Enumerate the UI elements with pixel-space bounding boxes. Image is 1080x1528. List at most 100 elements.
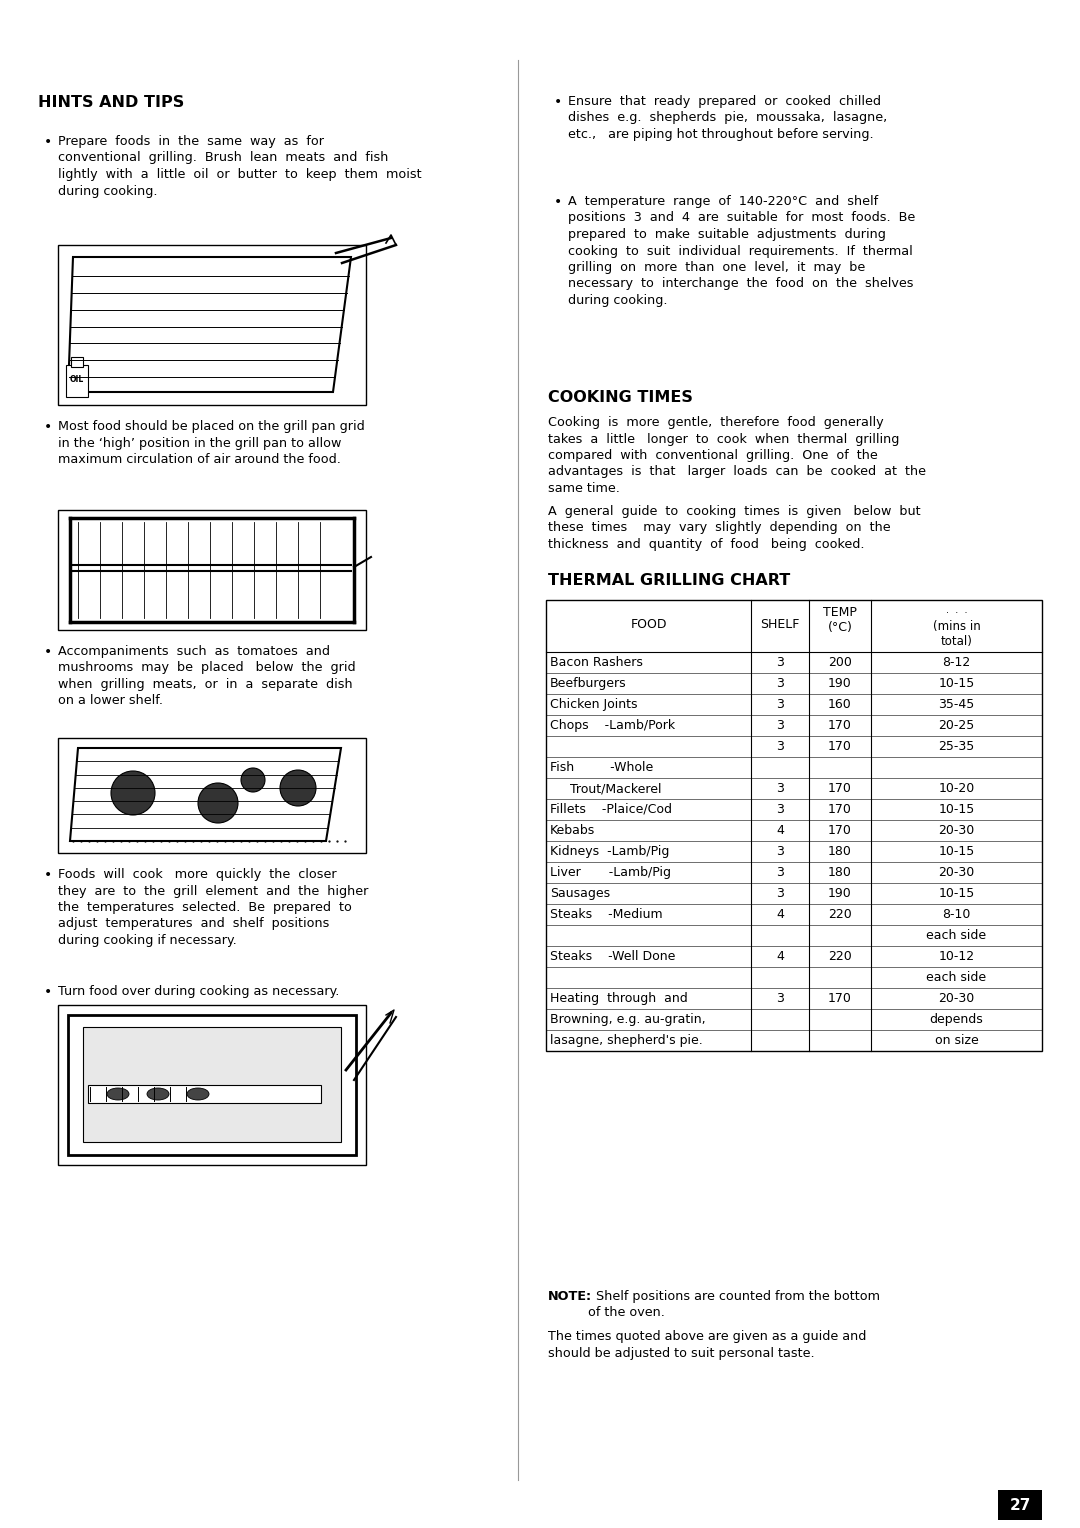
Text: lasagne, shepherd's pie.: lasagne, shepherd's pie. [550,1034,703,1047]
Text: 3: 3 [777,677,784,691]
Text: ·  ·  ·: · · · [946,608,968,617]
Text: Kebabs: Kebabs [550,824,595,837]
Text: 4: 4 [777,950,784,963]
Text: Chicken Joints: Chicken Joints [550,698,637,711]
Text: on size: on size [934,1034,978,1047]
Text: depends: depends [930,1013,984,1025]
Text: 10-15: 10-15 [939,886,974,900]
Bar [68,1015,356,1155]
Bar [58,244,366,405]
Ellipse shape [107,1088,129,1100]
Text: FOOD: FOOD [631,617,666,631]
Text: 3: 3 [777,804,784,816]
Text: 35-45: 35-45 [939,698,974,711]
Text: Ensure  that  ready  prepared  or  cooked  chilled
dishes  e.g.  shepherds  pie,: Ensure that ready prepared or cooked chi… [568,95,888,141]
Bar [546,601,1042,1051]
Text: each side: each side [927,970,986,984]
Text: NOTE:: NOTE: [548,1290,592,1303]
Text: 8-12: 8-12 [943,656,971,669]
Circle shape [111,772,156,814]
Text: 170: 170 [828,782,852,795]
Text: •: • [44,420,52,434]
Text: Shelf positions are counted from the bottom
of the oven.: Shelf positions are counted from the bot… [588,1290,880,1320]
Text: 25-35: 25-35 [939,740,974,753]
Text: Liver       -Lamb/Pig: Liver -Lamb/Pig [550,866,671,879]
Text: Prepare  foods  in  the  same  way  as  for
conventional  grilling.  Brush  lean: Prepare foods in the same way as for con… [58,134,421,197]
Text: 27: 27 [1010,1497,1030,1513]
Text: Heating  through  and: Heating through and [550,992,688,1005]
Text: OIL: OIL [70,374,84,384]
Text: 190: 190 [828,677,852,691]
Text: each side: each side [927,929,986,941]
Text: 170: 170 [828,804,852,816]
Text: THERMAL GRILLING CHART: THERMAL GRILLING CHART [548,573,791,588]
Text: 4: 4 [777,908,784,921]
Bar [83,1027,341,1141]
Ellipse shape [187,1088,210,1100]
Bar [58,1005,366,1164]
Text: 170: 170 [828,824,852,837]
Text: HINTS AND TIPS: HINTS AND TIPS [38,95,185,110]
Text: •: • [554,95,563,108]
Text: TEMP
(°C): TEMP (°C) [823,605,856,634]
Text: Kidneys  -Lamb/Pig: Kidneys -Lamb/Pig [550,845,670,859]
Text: 170: 170 [828,992,852,1005]
Text: 190: 190 [828,886,852,900]
Text: SHELF: SHELF [760,617,799,631]
Text: •: • [44,868,52,882]
Text: 200: 200 [828,656,852,669]
Text: Accompaniments  such  as  tomatoes  and
mushrooms  may  be  placed   below  the : Accompaniments such as tomatoes and mush… [58,645,355,707]
Text: •: • [44,645,52,659]
Text: 3: 3 [777,656,784,669]
Text: Foods  will  cook   more  quickly  the  closer
they  are  to  the  grill  elemen: Foods will cook more quickly the closer … [58,868,368,947]
Text: 3: 3 [777,845,784,859]
Text: 170: 170 [828,740,852,753]
Text: (mins in
total): (mins in total) [933,620,981,648]
Text: 220: 220 [828,908,852,921]
Text: 220: 220 [828,950,852,963]
Text: 10-15: 10-15 [939,677,974,691]
Text: A  temperature  range  of  140-220°C  and  shelf
positions  3  and  4  are  suit: A temperature range of 140-220°C and she… [568,196,915,307]
Text: Fish         -Whole: Fish -Whole [550,761,653,775]
Text: 3: 3 [777,720,784,732]
Text: Chops    -Lamb/Pork: Chops -Lamb/Pork [550,720,675,732]
Text: Steaks    -Well Done: Steaks -Well Done [550,950,675,963]
Text: Steaks    -Medium: Steaks -Medium [550,908,663,921]
Bar [58,738,366,853]
Circle shape [280,770,316,805]
Text: 10-15: 10-15 [939,804,974,816]
Text: 3: 3 [777,698,784,711]
Text: Browning, e.g. au-gratin,: Browning, e.g. au-gratin, [550,1013,705,1025]
Text: 4: 4 [777,824,784,837]
Text: Trout/Mackerel: Trout/Mackerel [550,782,661,795]
Text: 3: 3 [777,992,784,1005]
Text: Cooking  is  more  gentle,  therefore  food  generally
takes  a  little   longer: Cooking is more gentle, therefore food g… [548,416,926,495]
Text: •: • [44,986,52,999]
Bar [66,365,87,397]
Text: 180: 180 [828,866,852,879]
Text: •: • [554,196,563,209]
Bar [58,510,366,630]
Text: 180: 180 [828,845,852,859]
Bar [998,1490,1042,1520]
Text: 20-30: 20-30 [939,824,974,837]
Text: The times quoted above are given as a guide and
should be adjusted to suit perso: The times quoted above are given as a gu… [548,1329,866,1360]
Text: •: • [44,134,52,150]
Bar [71,358,83,367]
Bar [87,1085,321,1103]
Text: Beefburgers: Beefburgers [550,677,626,691]
Circle shape [241,769,265,792]
Text: 20-30: 20-30 [939,992,974,1005]
Circle shape [198,782,238,824]
Text: COOKING TIMES: COOKING TIMES [548,390,693,405]
Text: 3: 3 [777,740,784,753]
Text: Turn food over during cooking as necessary.: Turn food over during cooking as necessa… [58,986,339,998]
Text: 170: 170 [828,720,852,732]
Text: 3: 3 [777,886,784,900]
Text: 10-12: 10-12 [939,950,974,963]
Text: 8-10: 8-10 [943,908,971,921]
Text: Sausages: Sausages [550,886,610,900]
Text: Bacon Rashers: Bacon Rashers [550,656,643,669]
Text: 20-25: 20-25 [939,720,974,732]
Text: 10-15: 10-15 [939,845,974,859]
